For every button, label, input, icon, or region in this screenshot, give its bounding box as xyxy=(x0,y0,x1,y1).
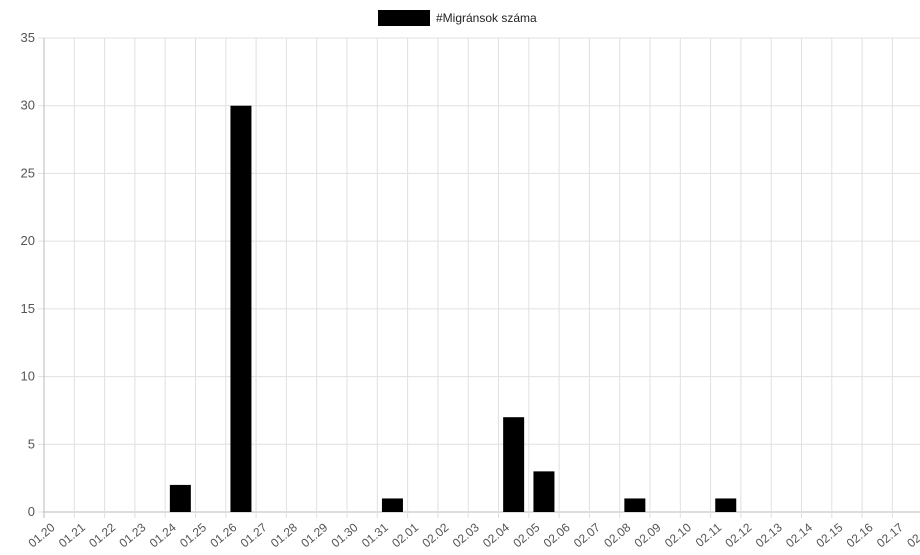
x-tick-label: 02.16 xyxy=(844,520,876,550)
x-tick-label: 01.30 xyxy=(329,520,361,550)
chart-legend[interactable]: #Migránsok száma xyxy=(378,9,537,27)
x-tick-label: 02.08 xyxy=(601,520,633,550)
bar-01.31 xyxy=(381,498,403,512)
x-tick-label: 01.29 xyxy=(298,520,330,550)
chart-grid xyxy=(38,37,920,518)
x-tick-label: 02.18 xyxy=(904,520,920,550)
legend-swatch xyxy=(378,10,430,26)
x-tick-label: 02.09 xyxy=(632,520,664,550)
y-tick-label: 15 xyxy=(21,301,35,316)
bar-02.05 xyxy=(533,471,555,512)
x-tick-label: 01.21 xyxy=(56,520,88,550)
y-tick-label: 35 xyxy=(21,30,35,45)
bar-02.11 xyxy=(715,498,737,512)
y-tick-label: 10 xyxy=(21,369,35,384)
x-tick-label: 02.07 xyxy=(571,520,603,550)
y-tick-label: 0 xyxy=(28,504,35,519)
y-tick-label: 20 xyxy=(21,233,35,248)
x-tick-label: 02.12 xyxy=(722,520,754,550)
x-tick-label: 01.24 xyxy=(147,520,179,550)
x-tick-label: 02.06 xyxy=(541,520,573,550)
x-tick-label: 01.22 xyxy=(86,520,118,550)
x-tick-label: 02.11 xyxy=(693,520,725,550)
x-tick-label: 01.20 xyxy=(26,520,58,550)
x-tick-label: 01.26 xyxy=(207,520,239,550)
x-tick-label: 02.03 xyxy=(450,520,482,550)
bar-02.08 xyxy=(624,498,646,512)
x-tick-label: 02.17 xyxy=(874,520,906,550)
legend-label: #Migránsok száma xyxy=(436,11,537,25)
x-tick-label: 02.01 xyxy=(389,520,421,550)
x-tick-label: 01.31 xyxy=(359,520,391,550)
x-axis-ticks: 01.2001.2101.2201.2301.2401.2501.2601.27… xyxy=(26,520,920,550)
x-tick-label: 01.23 xyxy=(116,520,148,550)
bar-01.24 xyxy=(169,484,191,512)
x-tick-label: 01.28 xyxy=(268,520,300,550)
bar-02.04 xyxy=(503,417,525,512)
x-tick-label: 01.27 xyxy=(238,520,270,550)
x-tick-label: 01.25 xyxy=(177,520,209,550)
y-tick-label: 30 xyxy=(21,98,35,113)
y-tick-label: 25 xyxy=(21,165,35,180)
y-tick-label: 5 xyxy=(28,436,35,451)
bar-01.26 xyxy=(230,105,252,512)
x-tick-label: 02.13 xyxy=(753,520,785,550)
x-tick-label: 02.15 xyxy=(813,520,845,550)
x-tick-label: 02.05 xyxy=(510,520,542,550)
x-tick-label: 02.04 xyxy=(480,520,512,550)
y-axis-ticks: 0 5 10 15 20 25 30 35 xyxy=(21,30,35,519)
x-tick-label: 02.14 xyxy=(783,520,815,550)
chart-bars xyxy=(169,105,737,512)
x-tick-label: 02.02 xyxy=(419,520,451,550)
x-tick-label: 02.10 xyxy=(662,520,694,550)
